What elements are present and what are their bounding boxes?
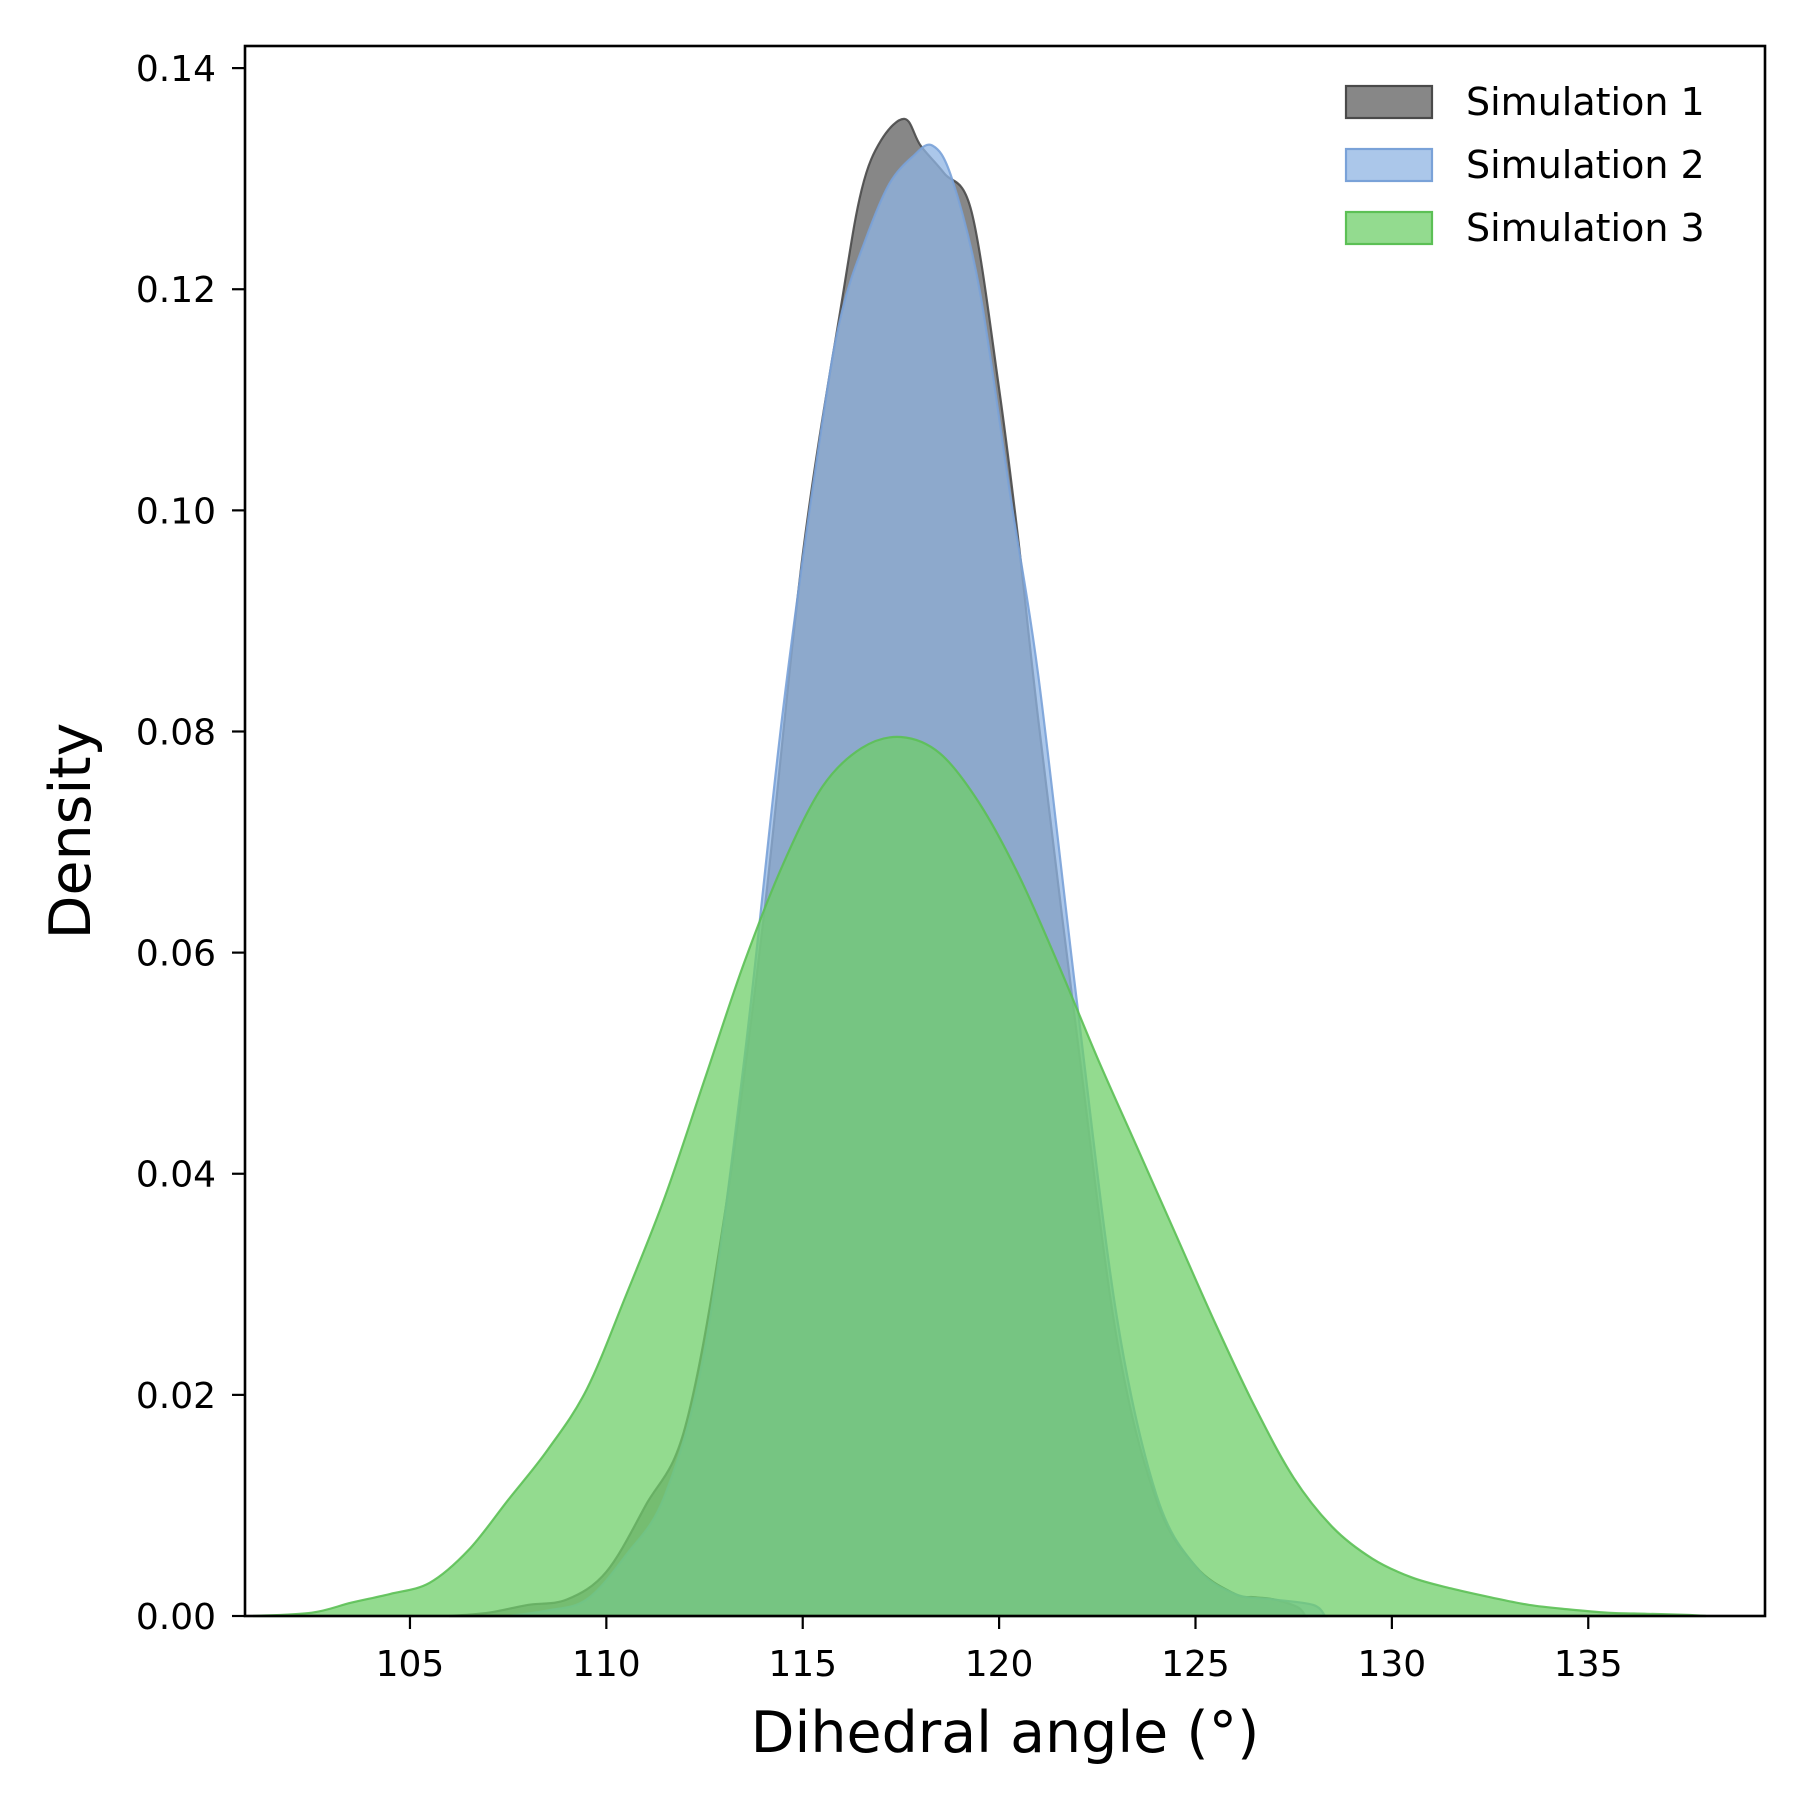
y-axis: 0.00 0.02 0.04 0.06 0.08 0.10 0.12 0.14 — [136, 49, 245, 1638]
y-tick-label: 0.14 — [136, 49, 216, 90]
x-tick-label: 115 — [768, 1644, 837, 1685]
x-tick-label: 135 — [1554, 1644, 1623, 1685]
y-tick-label: 0.02 — [136, 1376, 216, 1417]
x-axis-title: Dihedral angle (°) — [751, 1700, 1260, 1766]
x-tick-label: 110 — [572, 1644, 641, 1685]
legend-label-2: Simulation 2 — [1466, 143, 1705, 187]
y-tick-label: 0.08 — [136, 712, 216, 753]
series-area-3 — [252, 735, 1707, 1618]
legend: Simulation 1 Simulation 2 Simulation 3 — [1344, 80, 1705, 250]
x-tick-label: 130 — [1358, 1644, 1427, 1685]
y-tick-label: 0.04 — [136, 1155, 216, 1196]
x-tick-label: 125 — [1161, 1644, 1230, 1685]
legend-label-3: Simulation 3 — [1466, 206, 1705, 250]
legend-swatch-1 — [1344, 84, 1434, 120]
x-tick-label: 120 — [965, 1644, 1034, 1685]
x-tick-label: 105 — [376, 1644, 445, 1685]
legend-label-1: Simulation 1 — [1466, 80, 1705, 124]
x-axis: 105 110 115 120 125 130 135 — [376, 1616, 1623, 1685]
y-tick-label: 0.00 — [136, 1597, 216, 1638]
legend-swatch-3 — [1344, 210, 1434, 246]
y-tick-label: 0.12 — [136, 270, 216, 311]
y-tick-label: 0.10 — [136, 491, 216, 532]
series-layer — [252, 117, 1707, 1618]
legend-swatch-2 — [1344, 147, 1434, 183]
plot-frame — [243, 44, 1767, 1618]
y-axis-title: Density — [38, 723, 104, 940]
y-tick-label: 0.06 — [136, 934, 216, 975]
